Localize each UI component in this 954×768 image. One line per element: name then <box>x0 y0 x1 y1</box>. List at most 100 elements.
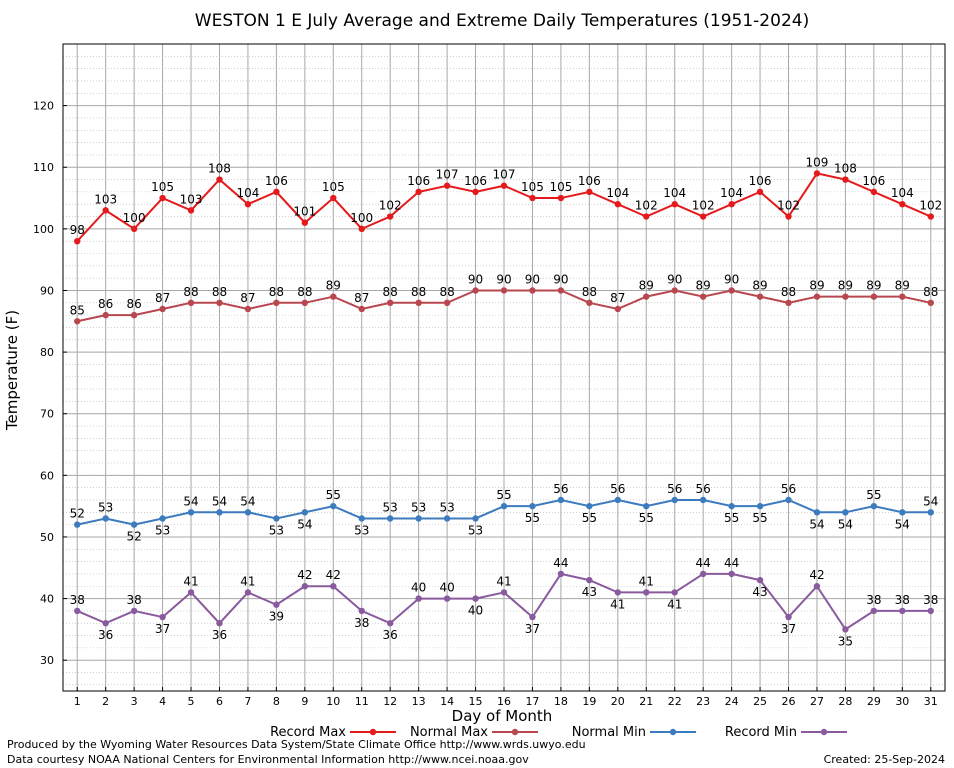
data-label-normal-max: 89 <box>895 279 910 293</box>
data-point-normal-min <box>301 509 309 516</box>
data-point-record-max <box>159 194 166 202</box>
data-label-record-min: 36 <box>383 628 398 642</box>
data-label-normal-max: 90 <box>496 272 511 286</box>
data-point-record-max <box>330 194 337 202</box>
data-point-normal-min <box>756 502 764 510</box>
data-point-record-max <box>813 170 821 177</box>
x-tick-label: 6 <box>216 695 223 708</box>
x-tick-label: 10 <box>326 695 340 708</box>
data-label-record-min: 37 <box>525 622 540 636</box>
data-point-record-max <box>643 213 650 220</box>
x-tick-label: 16 <box>497 695 511 708</box>
data-point-normal-max <box>415 299 422 306</box>
data-label-normal-max: 88 <box>383 285 398 299</box>
data-label-record-min: 38 <box>895 593 910 607</box>
y-tick-label: 80 <box>40 346 54 359</box>
data-point-record-min <box>643 589 650 596</box>
data-label-normal-min: 55 <box>724 511 739 525</box>
grid <box>63 44 945 691</box>
data-point-record-max <box>728 201 735 208</box>
data-label-record-max: 106 <box>407 174 430 188</box>
data-point-normal-max <box>671 287 678 294</box>
legend-label-record-min: Record Min <box>725 725 797 740</box>
data-label-record-min: 42 <box>809 568 824 582</box>
data-label-normal-max: 90 <box>667 272 682 286</box>
data-point-normal-max <box>130 311 138 319</box>
data-label-record-min: 41 <box>183 574 198 588</box>
x-axis-label: Day of Month <box>452 707 553 725</box>
y-tick-label: 40 <box>40 593 54 606</box>
series-normal-min <box>74 496 934 528</box>
series-layer <box>74 170 934 633</box>
data-point-normal-max <box>614 305 622 313</box>
x-tick-label: 14 <box>440 695 454 708</box>
data-point-record-min <box>728 570 735 578</box>
data-label-normal-min: 54 <box>838 517 853 531</box>
data-label-normal-max: 89 <box>809 279 824 293</box>
legend-label-record-max: Record Max <box>270 725 346 740</box>
data-point-normal-min <box>927 509 934 516</box>
data-point-normal-min <box>74 521 81 528</box>
data-point-normal-min <box>899 509 906 516</box>
data-label-normal-min: 56 <box>610 482 625 496</box>
data-label-normal-max: 89 <box>866 279 881 293</box>
data-point-record-min <box>187 589 195 596</box>
x-tick-label: 2 <box>102 695 109 708</box>
data-label-record-max: 101 <box>293 205 316 219</box>
data-point-normal-min <box>813 509 821 516</box>
data-label-normal-min: 56 <box>667 482 682 496</box>
data-label-record-max: 102 <box>635 199 658 213</box>
data-point-record-max <box>273 188 280 196</box>
data-point-normal-min <box>728 502 735 510</box>
data-label-record-max: 104 <box>236 186 259 200</box>
data-label-record-min: 35 <box>838 634 853 648</box>
data-label-record-min: 42 <box>326 568 341 582</box>
data-label-normal-min: 55 <box>525 511 540 525</box>
data-point-normal-max <box>472 287 479 294</box>
data-point-normal-min <box>102 515 109 522</box>
x-tick-label: 8 <box>273 695 280 708</box>
data-label-record-min: 43 <box>752 585 767 599</box>
y-tick-label: 70 <box>40 408 54 421</box>
data-label-record-max: 102 <box>777 199 800 213</box>
data-point-record-min <box>74 607 81 615</box>
data-point-normal-min <box>443 515 451 522</box>
data-label-record-max: 100 <box>350 211 373 225</box>
data-label-normal-max: 88 <box>297 285 312 299</box>
data-label-record-max: 106 <box>265 174 288 188</box>
data-point-normal-max <box>529 287 536 294</box>
data-label-normal-min: 54 <box>240 494 255 508</box>
data-label-record-max: 105 <box>151 180 174 194</box>
footer-produced-by: Produced by the Wyoming Water Resources … <box>7 738 586 751</box>
data-point-record-min <box>472 595 479 602</box>
data-point-normal-max <box>358 305 365 313</box>
data-point-normal-max <box>756 293 764 300</box>
data-point-normal-min <box>870 502 878 510</box>
data-label-record-max: 103 <box>94 192 117 206</box>
data-point-normal-max <box>443 299 451 306</box>
y-tick-label: 120 <box>33 100 54 113</box>
x-tick-label: 27 <box>810 695 824 708</box>
data-label-record-min: 38 <box>354 616 369 630</box>
data-label-record-max: 106 <box>749 174 772 188</box>
data-point-record-max <box>472 188 479 196</box>
x-tick-label: 15 <box>469 695 483 708</box>
data-point-record-max <box>529 194 536 202</box>
footer-data-courtesy: Data courtesy NOAA National Centers for … <box>7 753 529 766</box>
x-tick-label: 19 <box>582 695 596 708</box>
data-point-normal-max <box>813 293 821 300</box>
data-label-record-max: 104 <box>663 186 686 200</box>
data-point-normal-min <box>358 515 365 522</box>
data-point-normal-max <box>927 299 934 306</box>
data-point-normal-min <box>842 509 849 516</box>
data-point-normal-min <box>785 496 792 504</box>
data-label-record-min: 40 <box>468 604 483 618</box>
chart-title: WESTON 1 E July Average and Extreme Dail… <box>195 11 809 31</box>
data-label-normal-min: 55 <box>866 488 881 502</box>
x-tick-label: 29 <box>867 695 881 708</box>
y-tick-label: 50 <box>40 531 54 544</box>
x-tick-label: 25 <box>753 695 767 708</box>
data-label-normal-max: 87 <box>155 291 170 305</box>
data-point-record-max <box>870 188 878 196</box>
